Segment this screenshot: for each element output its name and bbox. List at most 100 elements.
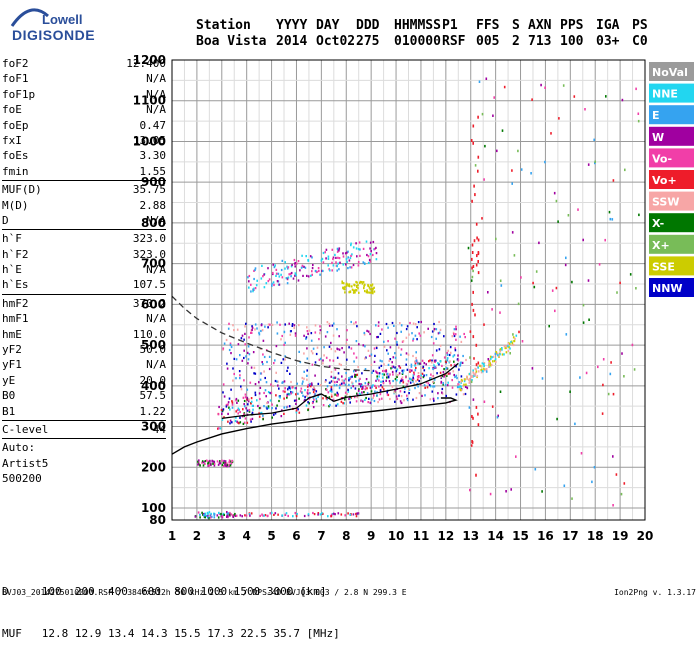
echo-point [412,398,414,401]
echo-point [491,405,494,408]
echo-point [313,513,316,516]
echo-point [369,284,372,287]
echo-point [382,369,384,373]
echo-point [434,360,436,363]
echo-point [376,336,378,339]
echo-point [267,326,269,329]
echo-point [272,271,274,275]
echo-point [286,396,288,399]
echo-point [250,397,253,400]
echo-point [365,356,367,359]
echo-point [369,260,372,263]
echo-point [221,463,224,467]
echo-point [517,302,520,306]
echo-point [239,416,241,419]
x-tick-label: 10 [388,529,405,543]
echo-point [319,273,321,276]
echo-point [306,385,309,388]
echo-point [307,408,309,412]
echo-point [304,389,306,392]
echo-point [503,85,506,89]
echo-point [327,264,329,267]
echo-point [346,329,348,332]
echo-point [464,336,466,339]
echo-point [359,248,361,251]
echo-point [334,350,337,353]
echo-point [437,397,439,400]
echo-point [299,269,301,272]
echo-point [489,362,491,365]
echo-point [348,283,351,286]
echo-point [389,397,391,401]
muf-row: MUF 12.8 12.9 13.4 14.3 15.5 17.3 22.5 3… [2,627,340,640]
echo-point [267,406,270,410]
echo-point [322,512,324,515]
echo-point [250,331,253,334]
echo-point [471,302,473,306]
echo-point [341,280,343,283]
echo-point [441,387,444,391]
echo-point [280,273,282,276]
echo-point [284,387,286,390]
echo-point [271,416,273,419]
echo-point [253,372,255,375]
echo-point [594,160,596,163]
echo-point [471,257,473,261]
echo-point [255,284,258,287]
echo-point [204,516,206,519]
echo-point [344,514,346,517]
echo-point [406,368,409,371]
echo-point [271,403,273,406]
echo-point [249,514,251,517]
echo-point [317,267,320,270]
echo-point [612,504,614,507]
file-info: BVJ03_2014275010000.RSF / 384fx512h 50 k… [2,588,407,597]
echo-point [336,250,339,253]
echo-point [396,379,398,382]
echo-point [474,374,476,377]
echo-point [319,329,322,332]
echo-point [362,387,364,390]
param-row: h`F2 323.0 [2,247,166,262]
echo-point [332,257,334,261]
echo-point [635,287,637,290]
echo-point [251,328,253,331]
echo-point [275,268,278,271]
echo-point [619,281,621,285]
echo-point [239,514,242,517]
echo-point [284,355,286,358]
echo-point [281,409,283,412]
echo-point [341,379,344,382]
echo-point [362,281,365,284]
echo-point [227,412,229,415]
echo-point [479,364,481,367]
echo-point [439,328,442,331]
echo-point [459,388,462,392]
echo-point [254,372,257,375]
echo-point [369,332,371,336]
echo-point [423,374,425,377]
echo-point [401,369,404,372]
echo-point [320,259,323,262]
param-row: fmin 1.55 [2,164,166,179]
echo-point [409,381,412,384]
echo-point [300,387,303,390]
echo-point [222,391,224,394]
echo-point [311,352,314,355]
echo-point [240,337,243,340]
echo-point [246,421,249,424]
echo-point [344,395,347,398]
echo-point [258,331,260,334]
echo-point [477,361,480,365]
echo-point [239,410,241,414]
echo-point [258,333,261,336]
echo-point [334,253,336,256]
echo-point [223,342,226,345]
echo-point [278,283,281,286]
echo-point [414,362,417,365]
echo-point [466,377,468,381]
echo-point [372,384,374,387]
echo-point [296,382,298,385]
echo-point [422,365,425,368]
echo-point [401,376,404,379]
